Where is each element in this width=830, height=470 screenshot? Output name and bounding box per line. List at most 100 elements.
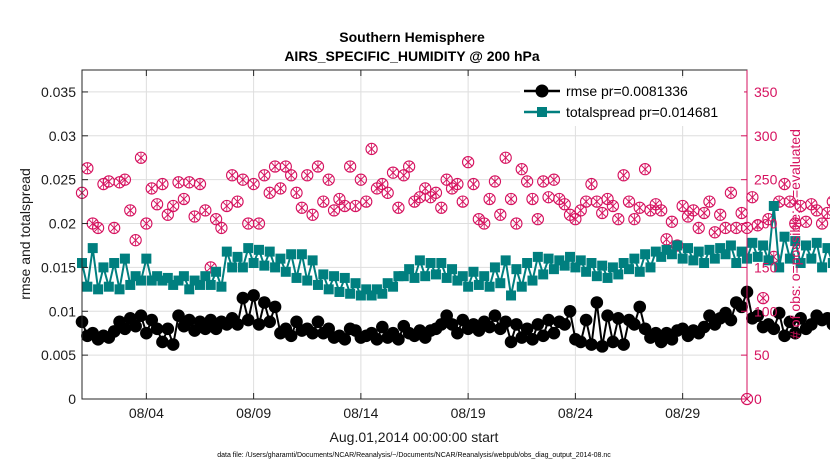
obs-point	[274, 182, 287, 195]
legend: rmse pr=0.0081336 totalspread pr=0.01468…	[520, 78, 744, 126]
obs-point	[440, 173, 453, 186]
totalspread-point	[479, 271, 490, 282]
totalspread-point	[420, 271, 431, 282]
rmse-point	[563, 304, 577, 318]
totalspread-point	[784, 253, 795, 264]
y2-tick-label: 200	[754, 216, 778, 232]
totalspread-point	[720, 249, 731, 260]
obs-point	[327, 204, 341, 217]
totalspread-point	[495, 278, 506, 289]
rmse-point	[258, 296, 271, 309]
obs-point	[526, 192, 539, 206]
obs-point	[150, 198, 164, 211]
rmse-point	[520, 322, 534, 336]
rmse-point	[241, 313, 255, 327]
totalspread-point	[538, 269, 549, 280]
obs-point	[108, 221, 121, 235]
rmse-point	[392, 333, 405, 346]
y-tick-label: 0.035	[41, 84, 76, 100]
obs-point	[167, 199, 180, 213]
totalspread-point	[565, 251, 576, 262]
obs-point	[638, 162, 652, 176]
totalspread-point	[613, 269, 624, 280]
totalspread-point	[200, 271, 211, 282]
obs-point	[778, 177, 791, 191]
rmse-point	[231, 318, 244, 331]
obs-point	[161, 208, 174, 221]
rmse-point	[488, 309, 502, 322]
obs-point	[231, 195, 244, 208]
totalspread-point	[650, 246, 661, 257]
rmse-point	[129, 319, 142, 333]
totalspread-point	[629, 253, 640, 264]
totalspread-point	[677, 253, 688, 264]
obs-point	[633, 201, 646, 214]
x-axis-label: Aug.01,2014 00:00:00 start	[330, 429, 499, 445]
totalspread-point	[736, 246, 747, 257]
y-tick-label: 0	[68, 391, 76, 407]
totalspread-point	[640, 249, 651, 260]
obs-point	[596, 206, 609, 220]
totalspread-point	[248, 258, 259, 269]
totalspread-point	[237, 262, 248, 273]
totalspread-point	[371, 284, 382, 295]
y2-tick-label: 350	[754, 84, 778, 100]
rmse-point	[510, 318, 523, 331]
rmse-point	[156, 335, 169, 349]
obs-point	[703, 195, 716, 208]
obs-point	[585, 177, 598, 191]
totalspread-point	[291, 272, 302, 283]
totalspread-point	[211, 266, 222, 277]
obs-possible-marker	[826, 196, 830, 208]
y-axis-label: rmse and totalspread	[17, 168, 33, 300]
obs-point	[617, 169, 630, 182]
rmse-point	[182, 313, 196, 327]
totalspread-point	[184, 284, 195, 295]
obs-point	[547, 173, 561, 186]
totalspread-point	[355, 290, 366, 301]
rmse-point	[268, 300, 282, 314]
totalspread-point	[339, 272, 350, 283]
totalspread-point	[398, 271, 409, 282]
chart-subtitle: AIRS_SPECIFIC_HUMIDITY @ 200 hPa	[284, 48, 540, 64]
obs-point	[349, 199, 362, 213]
obs-point	[118, 173, 132, 186]
obs-point	[697, 206, 711, 220]
totalspread-point	[468, 266, 479, 277]
totalspread-point	[275, 253, 286, 264]
totalspread-point	[152, 271, 163, 282]
obs-point	[124, 204, 137, 217]
totalspread-point	[425, 258, 436, 269]
y2-tick-label: 0	[754, 391, 762, 407]
obs-point	[129, 234, 142, 247]
rmse-point	[783, 315, 797, 329]
rmse-point	[451, 326, 464, 340]
x-tick-label: 08/29	[665, 405, 700, 421]
rmse-point	[166, 338, 180, 351]
obs-point	[193, 177, 207, 191]
obs-point	[451, 177, 464, 191]
x-tick-label: 08/19	[451, 405, 486, 421]
obs-point	[467, 177, 480, 191]
rmse-point	[574, 335, 588, 349]
obs-point	[226, 169, 239, 182]
totalspread-point	[318, 269, 329, 280]
x-tick-label: 08/14	[343, 405, 378, 421]
rmse-point	[724, 313, 738, 327]
rmse-point	[161, 322, 175, 336]
totalspread-point	[752, 251, 763, 262]
totalspread-point	[452, 275, 463, 286]
totalspread-point	[709, 253, 720, 264]
y2-tick-label: 300	[754, 128, 778, 144]
rmse-point	[370, 333, 384, 346]
totalspread-point	[194, 279, 205, 290]
rmse-point	[483, 320, 496, 334]
rmse-point	[628, 318, 641, 331]
rmse-point	[788, 326, 802, 340]
obs-point	[322, 173, 335, 186]
obs-point	[612, 212, 625, 226]
obs-point	[676, 199, 689, 213]
rmse-point	[794, 311, 807, 325]
totalspread-point	[575, 255, 586, 266]
obs-point	[435, 201, 448, 214]
